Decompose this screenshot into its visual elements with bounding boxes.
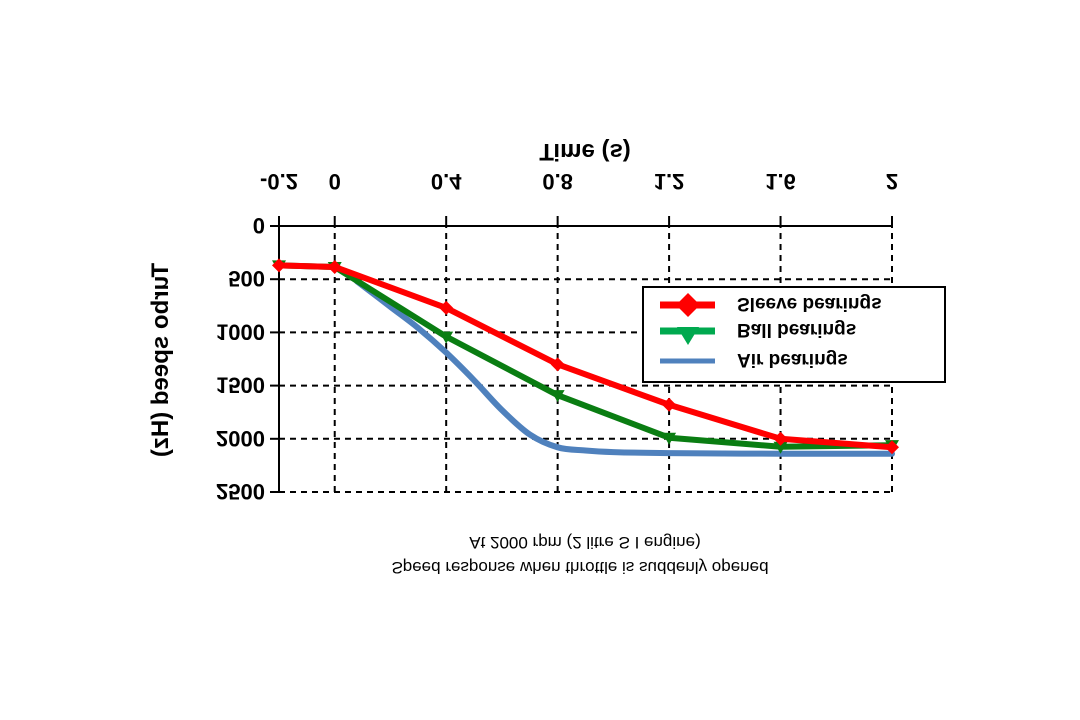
sleeve-bearings-point — [439, 300, 454, 315]
y-tick-labels: 0 500 1000 1500 2000 2500 — [216, 213, 265, 504]
ball-bearings-point — [662, 432, 677, 445]
sleeve-bearings-point — [773, 431, 788, 446]
ball-bearings-point — [550, 390, 565, 403]
legend-item-sleeve-bearings: Sleeve bearings — [660, 293, 882, 317]
sleeve-bearings-point — [550, 357, 565, 372]
x-tick-label: 2 — [886, 169, 898, 194]
series — [272, 258, 899, 457]
x-tick-label: 0 — [329, 169, 341, 194]
y-tick-label: 500 — [228, 266, 265, 291]
legend: Air bearings Ball bearings Sleeve bearings — [642, 286, 946, 383]
caption-line-1: Speed response when throttle is suddenly… — [391, 558, 768, 577]
series-air-bearings — [354, 278, 895, 457]
legend-label: Air bearings — [737, 349, 848, 370]
legend-label: Ball bearings — [737, 319, 856, 340]
y-tick-label: 2500 — [216, 479, 265, 504]
sleeve-bearings-point — [272, 258, 286, 273]
x-axis-title: Time (s) — [539, 138, 631, 165]
x-tick-label: 1.2 — [654, 169, 685, 194]
series-sleeve-bearings — [272, 258, 899, 455]
y-tick-label: 2000 — [216, 426, 265, 451]
y-axis-title: Turbo speed (Hz) — [147, 263, 174, 457]
y-tick-label: 1000 — [216, 319, 265, 344]
x-tick-label: 0.4 — [431, 169, 462, 194]
y-tick-label: 0 — [253, 213, 265, 238]
x-tick-label: -0.2 — [260, 169, 298, 194]
x-tick-label: 1.6 — [765, 169, 796, 194]
sleeve-bearings-point — [885, 440, 899, 455]
ball-bearings-point — [439, 331, 454, 344]
legend-item-air-bearings: Air bearings — [660, 349, 848, 370]
x-tick-labels: -0.2 0 0.4 0.8 1.2 1.6 2 — [260, 169, 898, 194]
legend-item-ball-bearings: Ball bearings — [660, 319, 856, 345]
triangle-marker-icon — [677, 327, 699, 345]
diamond-marker-icon — [676, 293, 700, 317]
sleeve-bearings-point — [662, 397, 677, 412]
caption-line-2: At 2000 rpm (2 litre S I engine) — [469, 533, 701, 552]
legend-label: Sleeve bearings — [737, 293, 882, 314]
air-bearings-line — [354, 278, 895, 457]
x-tick-label: 0.8 — [542, 169, 573, 194]
ball-bearings-point — [773, 441, 788, 454]
y-tick-label: 1500 — [216, 373, 265, 398]
sleeve-bearings-point — [327, 259, 342, 274]
